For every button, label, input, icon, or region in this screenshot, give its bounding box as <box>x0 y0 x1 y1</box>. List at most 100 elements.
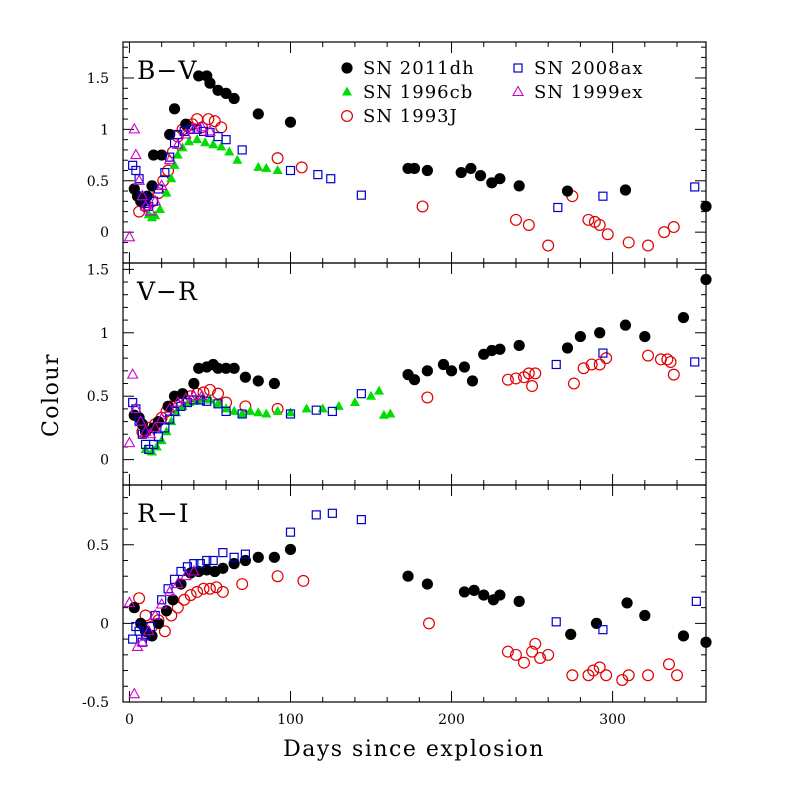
data-point <box>619 319 632 331</box>
data-point <box>163 585 176 596</box>
data-point <box>253 407 264 417</box>
data-point <box>317 403 328 413</box>
data-point <box>253 161 264 171</box>
data-point <box>664 355 677 368</box>
data-point <box>600 669 613 682</box>
data-point <box>465 162 477 175</box>
x-tick-labels: 0 100 200 300 <box>125 712 626 728</box>
y-tick-label: 0.5 <box>87 538 109 554</box>
data-point <box>326 174 336 184</box>
data-point <box>691 596 701 606</box>
legend-marker <box>513 63 523 73</box>
data-point <box>236 578 249 591</box>
data-point <box>148 439 159 450</box>
data-point <box>421 164 433 177</box>
data-point <box>252 108 264 120</box>
data-point <box>272 405 283 415</box>
data-point <box>416 200 429 213</box>
data-point <box>220 87 232 99</box>
data-point <box>285 165 296 176</box>
data-point <box>700 273 712 286</box>
data-point <box>144 444 154 455</box>
data-point <box>501 645 514 658</box>
data-point <box>566 669 579 682</box>
data-point <box>195 389 208 401</box>
data-point <box>622 236 635 249</box>
data-point <box>152 415 165 428</box>
data-point <box>356 389 366 399</box>
y-tick-label: 0.5 <box>87 389 109 405</box>
series-sn-2011dh <box>128 273 712 438</box>
data-point <box>156 149 168 161</box>
data-point <box>152 617 165 629</box>
legend-entry-sn-1996cb: SN 1996cb <box>342 82 472 103</box>
data-point <box>690 357 700 367</box>
y-tick-label: -0.5 <box>82 695 109 711</box>
data-point <box>171 577 184 589</box>
data-point <box>128 602 140 614</box>
series-sn-1999ex <box>123 368 208 448</box>
data-point <box>179 126 189 137</box>
data-point <box>128 160 138 170</box>
data-point <box>551 617 561 627</box>
data-point <box>142 624 155 636</box>
data-point <box>182 562 193 572</box>
data-point <box>494 589 506 601</box>
data-point <box>137 429 147 439</box>
data-point <box>164 128 176 141</box>
data-point <box>129 402 142 413</box>
data-point <box>518 656 531 669</box>
data-point <box>191 585 204 598</box>
data-point <box>268 551 280 563</box>
series-sn-1996cb <box>143 134 283 222</box>
panel-label: R−I <box>137 499 190 528</box>
data-point <box>385 408 396 418</box>
data-point <box>478 589 490 601</box>
data-point <box>408 374 421 386</box>
data-point <box>639 609 651 622</box>
data-point <box>208 555 218 566</box>
legend-label: SN 2011dh <box>363 58 475 79</box>
data-point <box>474 170 487 182</box>
data-point <box>551 359 561 370</box>
data-point <box>587 664 600 677</box>
data-point <box>582 213 595 226</box>
data-point <box>155 412 168 424</box>
data-point <box>129 148 142 160</box>
data-point <box>590 617 603 629</box>
data-point <box>131 165 141 176</box>
x-tick-label: 200 <box>438 712 465 728</box>
data-point <box>295 161 308 174</box>
data-point <box>445 365 458 377</box>
data-point <box>239 400 252 413</box>
data-point <box>311 510 321 520</box>
data-point <box>163 584 173 594</box>
data-point <box>228 92 240 105</box>
data-point <box>621 597 633 609</box>
data-point <box>197 582 210 595</box>
data-point <box>232 154 243 164</box>
data-point <box>126 368 139 379</box>
data-point <box>677 630 690 642</box>
data-point <box>654 353 667 366</box>
data-point <box>284 116 297 128</box>
data-point <box>284 543 297 556</box>
data-point <box>134 626 144 636</box>
data-point <box>169 159 180 169</box>
data-point <box>195 120 208 132</box>
data-point <box>421 391 434 404</box>
data-point <box>542 648 555 661</box>
data-point <box>349 397 360 407</box>
series-sn-2011dh <box>128 543 712 648</box>
panel-label: B−V <box>137 56 197 85</box>
y-tick-label: 0 <box>100 616 109 632</box>
data-point <box>374 385 385 395</box>
data-point <box>217 562 229 574</box>
data-point <box>123 436 136 448</box>
legend-marker <box>342 86 352 96</box>
data-point <box>155 597 168 609</box>
data-point <box>402 570 414 582</box>
y-axis-label: Colour <box>39 353 64 437</box>
data-point <box>128 122 141 134</box>
